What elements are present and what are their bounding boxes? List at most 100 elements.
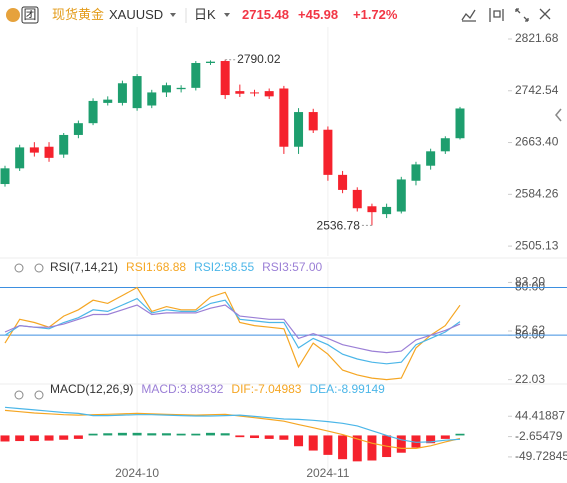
histogram-bar [411,435,421,448]
histogram-bar [15,435,25,442]
candle-body [88,100,98,124]
y-tick-label: 2663.40 [515,135,559,149]
histogram-bar [294,435,304,447]
candle-body [455,108,465,139]
histogram-bar [191,433,201,436]
histogram-bar [0,435,10,442]
gear-icon[interactable] [34,390,44,400]
candle-body [161,85,171,93]
y-tick-label: 2742.54 [515,83,559,97]
y-tick-label: 22.03 [515,372,545,386]
histogram-bar [73,435,83,439]
histogram-bar [220,433,230,436]
candle-body [382,206,392,215]
badge-box [21,6,39,24]
y-tick-label: 2505.13 [515,238,559,252]
histogram-bar [235,435,245,438]
candle-body [411,164,421,181]
legend-entry: RSI2:58.55 [194,260,254,274]
histogram-bar [44,435,54,441]
annotation-low: 2536.78 [317,219,361,233]
candle-body [264,91,274,97]
dropdown-icon[interactable] [170,13,176,17]
dropdown-icon[interactable] [224,13,230,17]
candle-body [117,83,127,103]
histogram-bar [426,435,436,444]
x-tick-label: 2024-10 [115,466,159,480]
y-tick-label: -2.65479 [515,429,563,443]
series-line [4,297,461,365]
candle-body [396,179,406,212]
histogram-bar [323,435,333,455]
indicator-button[interactable] [461,9,476,22]
histogram-bar [279,435,289,440]
annotation-high: 2790.02 [237,52,281,66]
candle-body [73,123,83,135]
candle-body [250,92,260,94]
histogram-bar [161,433,171,436]
legend-entry: DEA:-8.99149 [309,382,385,396]
y-tick-label: -49.72845 [515,449,567,463]
candle-body [15,147,25,169]
fullscreen-button[interactable] [515,8,529,22]
title: 现货黄金 [52,7,104,22]
histogram-bar [132,432,142,436]
change: +45.98 [298,7,338,22]
candle-body [191,62,201,88]
candle-body [132,76,142,109]
x-tick-label: 2024-11 [306,466,349,480]
legend-entry: RSI3:57.00 [262,260,322,274]
histogram-bar [367,435,377,461]
gear-icon[interactable] [34,263,44,273]
histogram-bar [103,433,113,436]
y-tick-label: 2821.68 [515,31,559,45]
eye-icon[interactable] [14,263,24,273]
histogram-bar [352,435,362,462]
legend-entry: MACD:3.88332 [141,382,223,396]
change-pct: +1.72% [353,7,398,22]
candle-body [352,189,362,209]
eye-icon[interactable] [14,390,24,400]
histogram-bar [88,433,98,436]
candle-body [176,87,186,90]
candle-body [44,146,54,158]
candle-body [147,92,157,106]
settings-button[interactable] [539,8,551,20]
candle-body [279,88,289,147]
series-line [4,304,461,354]
histogram-bar [338,435,348,460]
coin-icon [6,8,20,22]
histogram-bar [117,432,127,436]
histogram-bar [250,435,260,439]
candle-body [59,134,69,155]
symbol[interactable]: XAUUSD [109,7,163,22]
candle-body [294,112,304,147]
y-tick-label: 83.20 [515,275,545,289]
histogram-bar [440,435,450,439]
y-tick-label: 2584.26 [515,186,559,200]
legend-entry: RSI1:68.88 [126,260,186,274]
y-tick-label: 80.00 [515,280,545,294]
candle-body [235,91,245,94]
histogram-bar [308,435,318,451]
y-tick-label: 50.00 [515,327,545,341]
candle-body [426,151,436,166]
histogram-bar [205,432,215,436]
indicator-title: MACD(12,26,9) [50,382,133,396]
candle-body [338,174,348,190]
histogram-bar [264,435,274,439]
period[interactable]: 日K [194,7,216,22]
histogram-bar [396,435,406,453]
candle-body [367,206,377,213]
candle-body [323,129,333,175]
price: 2715.48 [242,7,289,22]
candle-body [103,99,113,103]
indicator-title: RSI(7,14,21) [50,260,118,274]
candle-body [0,168,10,185]
candle-body [205,61,215,63]
collapse-button[interactable] [555,108,562,122]
candle-style-button[interactable] [489,8,504,22]
